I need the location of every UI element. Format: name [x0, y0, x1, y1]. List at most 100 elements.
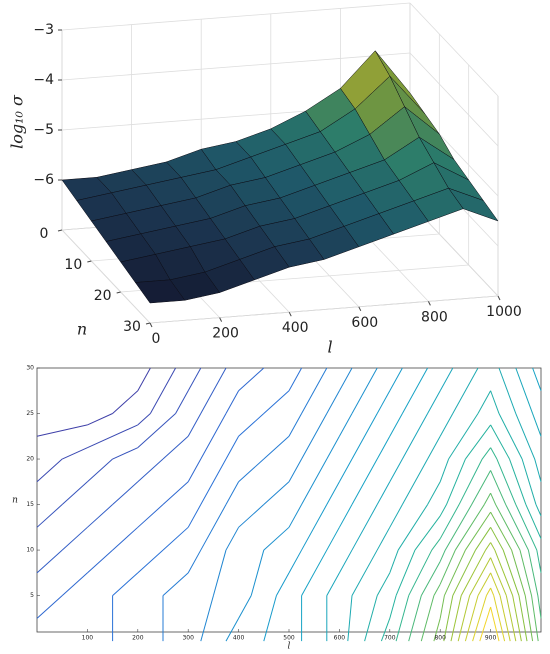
contour-line	[496, 458, 517, 505]
grid-line	[61, 52, 411, 81]
contour-line	[263, 390, 290, 414]
contour-line	[485, 587, 492, 596]
contour-line	[338, 413, 353, 437]
contour-line	[532, 413, 542, 437]
contour-line	[36, 458, 63, 483]
contour-line	[112, 481, 139, 505]
contour-line	[238, 367, 265, 392]
contour-line	[187, 504, 202, 528]
contour-line	[87, 424, 139, 449]
contour-line	[457, 595, 471, 642]
contour-line	[187, 367, 202, 392]
contour-line	[472, 595, 487, 642]
x-tick	[149, 322, 153, 328]
y-tick-label: 30	[26, 365, 34, 372]
contour-line	[532, 367, 542, 391]
contour-line	[493, 595, 506, 642]
z-tick-label: −4	[33, 72, 54, 88]
contour-line	[408, 549, 433, 596]
contour-line	[439, 504, 460, 539]
contour-line	[238, 458, 265, 483]
contour-line	[326, 572, 340, 596]
contour-line	[61, 481, 88, 505]
contour-line	[187, 458, 202, 483]
grid-line	[61, 229, 151, 324]
contour-line	[521, 458, 537, 505]
contour-line	[137, 367, 151, 392]
contour-line	[137, 504, 164, 528]
contour-line	[288, 413, 303, 437]
contour-line	[531, 595, 539, 642]
contour-line	[389, 458, 403, 483]
contour-line	[326, 481, 340, 505]
x-tick	[427, 301, 431, 306]
contour-line	[376, 436, 391, 460]
contour-line	[250, 549, 265, 596]
contour-line	[263, 435, 290, 460]
y-tick-label: 30	[123, 319, 141, 335]
y-tick-label: 5	[30, 592, 34, 599]
contour-line	[515, 413, 536, 460]
y-tick-label: 25	[26, 410, 34, 417]
contour-line	[408, 595, 422, 642]
contour-line	[427, 436, 441, 460]
contour-line	[225, 436, 240, 460]
contour-line	[338, 549, 353, 574]
x-tick-label: 800	[434, 635, 446, 642]
contour-line	[61, 526, 88, 551]
contour-line	[200, 367, 227, 414]
contour-line	[469, 557, 492, 596]
contour-line	[376, 390, 391, 414]
y-axis-label: n	[12, 496, 18, 506]
contour-line	[534, 458, 542, 482]
contour-line	[338, 504, 353, 528]
contour-line	[494, 549, 514, 596]
contour-line	[225, 390, 240, 414]
grid-line	[409, 52, 499, 147]
contour-line	[471, 470, 492, 505]
contour-line	[490, 606, 500, 642]
contour-line	[483, 492, 492, 505]
contour-line	[162, 572, 189, 596]
contour-line	[326, 436, 340, 460]
contour-line	[439, 504, 447, 517]
contour-line	[452, 549, 476, 596]
x-tick-label: 600	[351, 315, 378, 331]
contour-line	[187, 549, 202, 574]
contour-line	[288, 458, 303, 483]
contour-line	[326, 527, 340, 551]
contour-line	[502, 549, 520, 596]
contour-line	[36, 424, 88, 437]
contour-line	[395, 595, 410, 642]
contour-line	[351, 413, 378, 460]
contour-line	[414, 515, 441, 551]
x-tick-label: 200	[212, 326, 239, 342]
contour-line	[490, 511, 513, 551]
x-tick	[358, 306, 362, 312]
contour-line	[162, 481, 189, 505]
contour-line	[481, 447, 492, 460]
contour-line	[464, 424, 492, 460]
contour-line	[389, 595, 397, 619]
x-tick-label: 200	[132, 635, 144, 642]
y-tick-label: 10	[26, 547, 34, 554]
contour-line	[524, 595, 534, 642]
contour-line	[433, 618, 441, 642]
contour-line	[389, 549, 399, 574]
contour-line	[427, 481, 441, 505]
contour-line	[460, 549, 487, 596]
contour-line	[439, 549, 446, 562]
contour-line	[439, 413, 454, 437]
contour-line	[439, 458, 450, 482]
contour-line	[263, 595, 277, 642]
contour-line	[479, 606, 492, 642]
contour-line	[505, 504, 529, 551]
contour-line	[61, 572, 88, 596]
x-tick-label: 300	[182, 635, 194, 642]
contour-line	[431, 538, 441, 551]
contour-line	[389, 504, 403, 528]
grid-line	[409, 2, 499, 97]
contour-line	[535, 504, 542, 517]
contour-line	[433, 583, 441, 596]
y-tick-label: 15	[26, 501, 34, 508]
